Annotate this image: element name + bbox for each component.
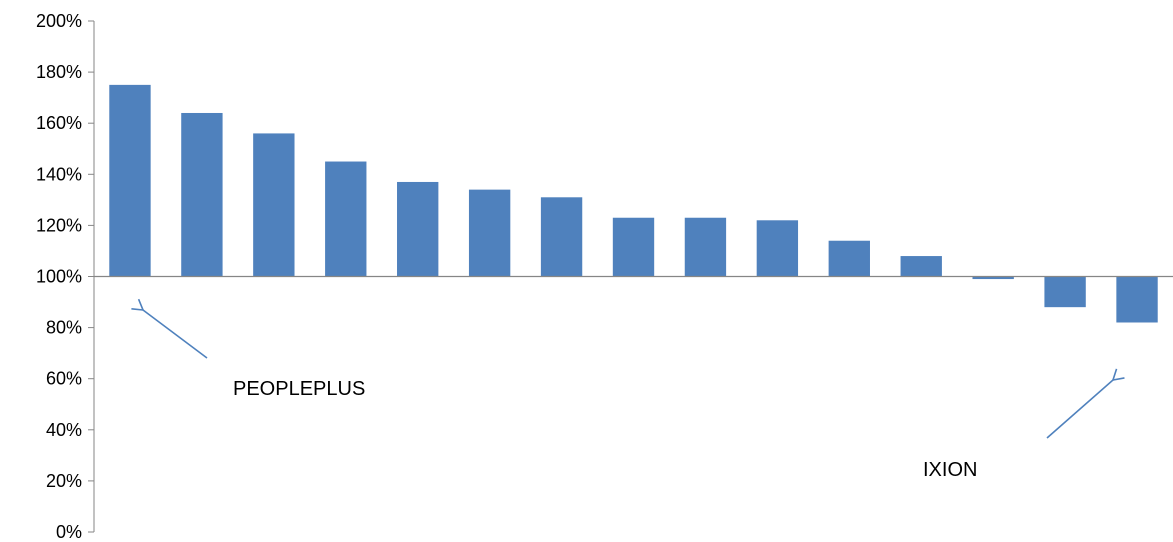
bar (684, 217, 727, 277)
y-tick-label: 160% (36, 113, 82, 133)
bar (325, 161, 367, 277)
bar (540, 197, 583, 277)
annotation-peopleplus-arrow (131, 298, 208, 359)
y-axis: 0% 20% 40% 60% 80% 100% 120% 140% 160% 180% 200% (36, 11, 95, 542)
y-tick-label: 120% (36, 215, 82, 235)
bar (181, 112, 223, 277)
bars (109, 84, 1158, 323)
y-tick-label: 140% (36, 164, 82, 184)
y-tick-label: 0% (56, 522, 82, 542)
y-tick-label: 60% (46, 369, 82, 389)
bar (1116, 276, 1158, 323)
annotations: PEOPLEPLUS IXION (131, 298, 1125, 481)
bar (253, 133, 295, 277)
annotation-ixion-label: IXION (923, 459, 977, 481)
bar (972, 276, 1014, 280)
bar (612, 217, 655, 277)
bar (756, 220, 799, 277)
annotation-peopleplus-label: PEOPLEPLUS (233, 378, 365, 400)
y-tick-label: 80% (46, 318, 82, 338)
y-tick-label: 180% (36, 62, 82, 82)
bar (828, 240, 870, 277)
y-tick-label: 20% (46, 471, 82, 491)
bar (1044, 276, 1086, 308)
y-tick-label: 100% (36, 267, 82, 287)
bar (109, 84, 151, 277)
bar (468, 189, 511, 277)
y-tick-label: 40% (46, 420, 82, 440)
annotation-ixion-arrow (1046, 368, 1125, 439)
bar (397, 181, 439, 277)
bar (900, 256, 942, 277)
y-tick-label: 200% (36, 11, 82, 31)
